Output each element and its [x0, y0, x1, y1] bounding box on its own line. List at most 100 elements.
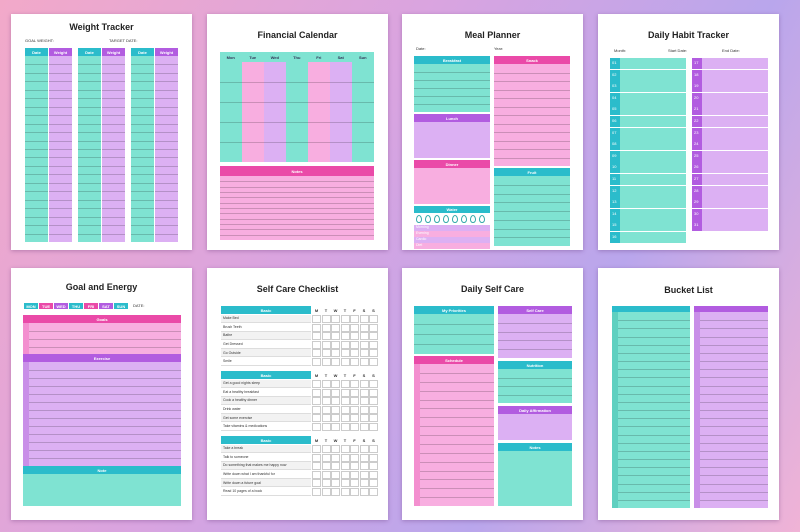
- section-header: Basic: [221, 436, 311, 444]
- check-cell: [359, 423, 369, 431]
- rule-line: [220, 202, 374, 204]
- rule-line: [78, 157, 101, 159]
- ruled-box: [414, 364, 494, 506]
- habit-row: 03: [610, 81, 686, 93]
- rule-line: [494, 89, 570, 91]
- day-number: 17: [694, 60, 699, 65]
- check-cell: [312, 453, 321, 462]
- rule-line: [155, 106, 178, 108]
- rule-line: [612, 344, 690, 346]
- checklist-row: Get some exercise: [221, 414, 311, 423]
- rule-line: [131, 174, 154, 176]
- day-number: 23: [694, 129, 699, 135]
- check-cell: [369, 488, 378, 496]
- habit-row: 04: [610, 92, 686, 104]
- rule-line: [414, 470, 494, 472]
- check-cell: [359, 470, 369, 479]
- ruled-box: [498, 369, 572, 403]
- rule-line: [102, 208, 125, 210]
- checklist-row: Write down what I am thankful for: [221, 470, 311, 479]
- rule-line: [155, 165, 178, 167]
- check-cell: [331, 340, 340, 349]
- water-row: Cardio: [414, 237, 490, 243]
- rule-line: [330, 82, 352, 83]
- check-cell: [350, 462, 359, 471]
- day-cell: 15: [610, 220, 620, 232]
- check-cell: [321, 423, 331, 431]
- rule-line: [131, 149, 154, 150]
- water-drop: [479, 215, 485, 223]
- water-row: Morning: [414, 225, 490, 231]
- check-cell: [369, 340, 378, 349]
- rule-line: [25, 149, 48, 150]
- rule-line: [25, 81, 48, 83]
- day-cell: 25: [692, 150, 702, 162]
- ruled-box: [242, 62, 264, 162]
- page-title: Weight Tracker: [69, 22, 134, 32]
- rule-line: [494, 72, 570, 74]
- check-cell: [340, 462, 350, 471]
- rule-line: [494, 98, 570, 99]
- day-number: 11: [612, 176, 617, 181]
- day-number: 25: [694, 152, 699, 158]
- check-cell: [312, 445, 321, 453]
- check-cell: [312, 358, 321, 366]
- rule-line: [694, 361, 768, 362]
- rule-line: [330, 102, 352, 103]
- rule-line: [78, 199, 101, 201]
- section-header: T: [340, 306, 350, 314]
- rule-line: [286, 82, 308, 83]
- section-header: S: [359, 306, 369, 314]
- rule-line: [25, 191, 48, 193]
- rule-line: [352, 122, 374, 123]
- rule-line: [25, 233, 48, 235]
- section-header: Fri: [308, 52, 330, 62]
- rule-line: [242, 102, 264, 103]
- check-cell: [340, 405, 350, 414]
- ruled-box: [78, 56, 101, 242]
- checklist-row: Make Bed: [221, 315, 311, 323]
- rule-line: [494, 115, 570, 116]
- section-header: Date: [131, 48, 154, 56]
- rule-line: [612, 385, 690, 387]
- rule-line: [131, 64, 154, 66]
- rule-line: [414, 324, 494, 325]
- day-number: 19: [694, 83, 699, 89]
- rule-line: [25, 123, 48, 125]
- section-header: T: [340, 371, 350, 379]
- rule-line: [102, 115, 125, 117]
- check-cell: [350, 397, 359, 406]
- section-header: F: [350, 436, 359, 444]
- check-cell: [331, 462, 340, 471]
- check-cell: [321, 332, 331, 341]
- section-header: M: [312, 306, 321, 314]
- day-number: 03: [612, 83, 617, 89]
- check-cell: [312, 315, 321, 323]
- section-header: Snack: [494, 56, 570, 64]
- check-cell: [359, 405, 369, 414]
- rule-line: [25, 72, 48, 74]
- rule-line: [414, 72, 490, 73]
- rule-line: [694, 336, 768, 338]
- check-cell: [369, 423, 378, 431]
- planner-page: Goal and Energy MON TUE WED THU FRI SAT SUN DATE…: [11, 268, 192, 520]
- checklist-item: Make Bed: [223, 316, 239, 321]
- rule-line: [612, 491, 690, 493]
- ruled-box: [23, 323, 181, 355]
- rule-line: [102, 174, 125, 176]
- habit-row: 23: [692, 127, 768, 139]
- section-header: Date: [25, 48, 48, 56]
- page-title: Daily Habit Tracker: [647, 30, 730, 40]
- check-cell: [359, 453, 369, 462]
- rule-line: [155, 233, 178, 235]
- check-cell: [350, 323, 359, 332]
- day-cell: 07: [610, 127, 620, 139]
- day-number: 08: [612, 141, 617, 147]
- rule-line: [414, 88, 490, 89]
- rule-line: [414, 426, 494, 428]
- rule-line: [49, 140, 72, 142]
- day-number: 20: [694, 94, 699, 100]
- rule-line: [78, 233, 101, 235]
- habit-row: 02: [610, 69, 686, 81]
- day-cell: 01: [610, 58, 620, 69]
